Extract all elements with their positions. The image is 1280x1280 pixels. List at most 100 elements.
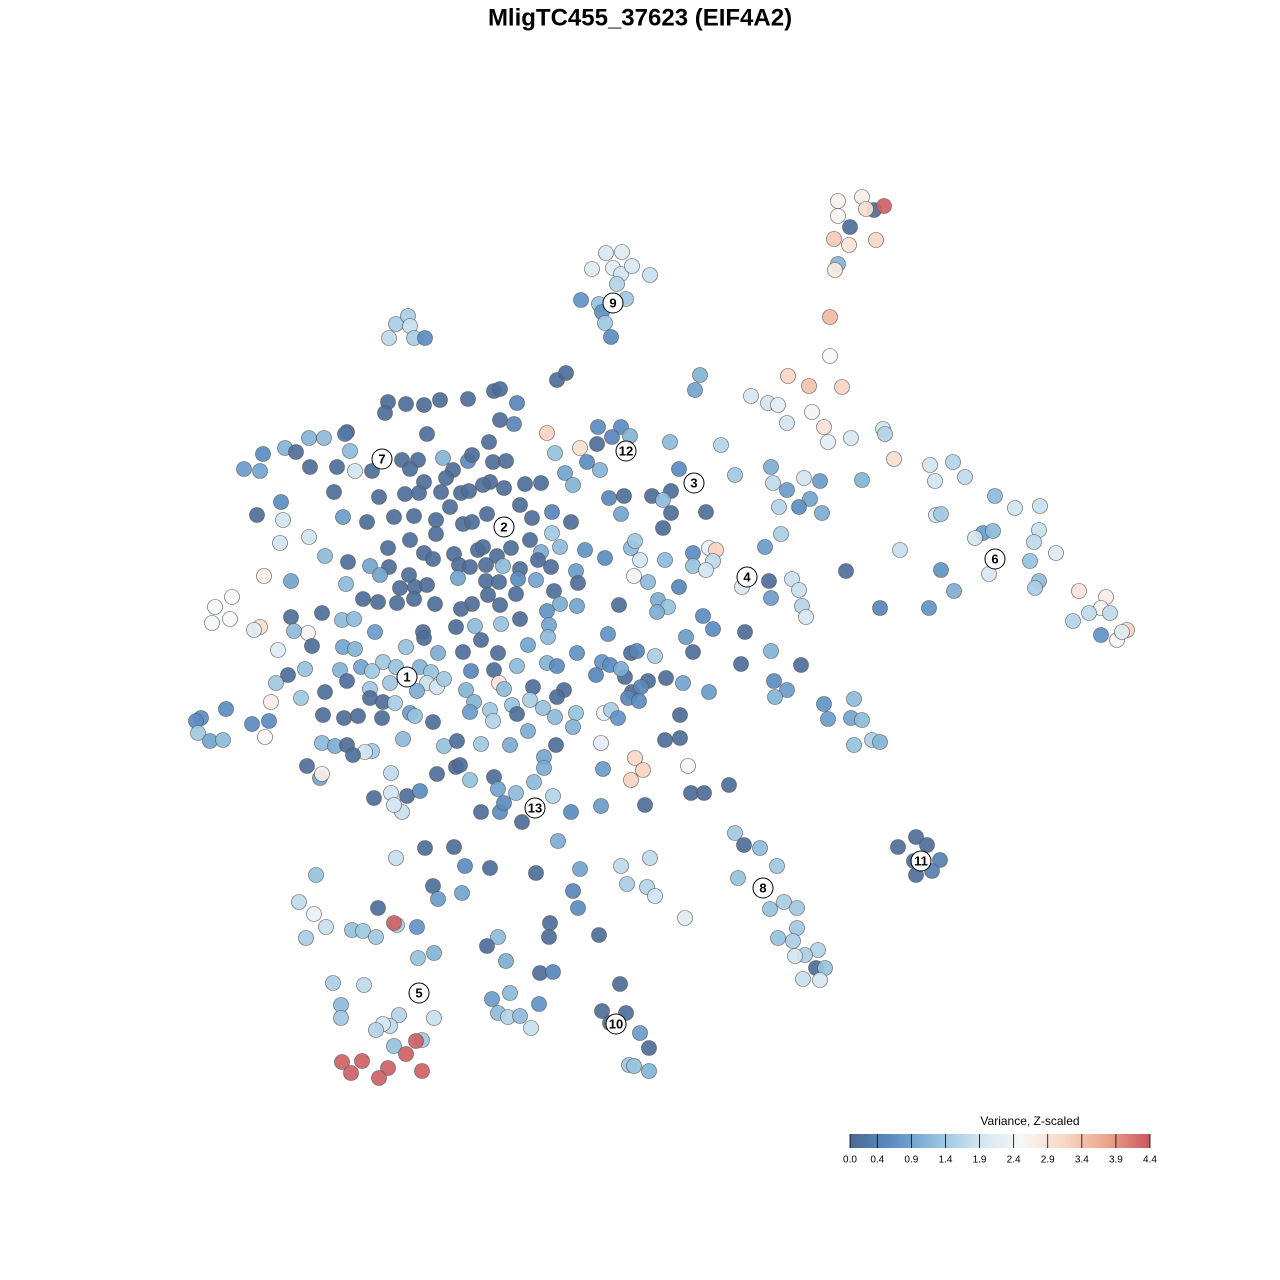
point xyxy=(584,261,600,277)
point xyxy=(765,475,781,491)
point xyxy=(426,1010,442,1026)
point xyxy=(261,713,277,729)
point xyxy=(429,766,445,782)
point xyxy=(455,644,471,660)
point xyxy=(647,648,663,664)
cluster-label: 13 xyxy=(528,800,542,815)
point xyxy=(763,590,779,606)
point xyxy=(727,825,743,841)
point xyxy=(485,713,501,729)
cluster-marker xyxy=(493,516,515,538)
point xyxy=(680,758,696,774)
point xyxy=(301,430,317,446)
point xyxy=(288,444,304,460)
point xyxy=(498,953,514,969)
point xyxy=(945,454,961,470)
point xyxy=(302,459,318,475)
point xyxy=(573,292,589,308)
point xyxy=(771,499,787,515)
point xyxy=(336,710,352,726)
point xyxy=(425,551,441,567)
point xyxy=(1093,627,1109,643)
point xyxy=(802,491,818,507)
point xyxy=(547,445,563,461)
colorbar-tick-label: 0.9 xyxy=(904,1155,918,1166)
point xyxy=(531,996,547,1012)
point xyxy=(834,379,850,395)
point xyxy=(733,656,749,672)
point xyxy=(526,774,542,790)
point xyxy=(721,777,737,793)
point xyxy=(761,573,777,589)
point xyxy=(473,736,489,752)
point xyxy=(678,629,694,645)
point xyxy=(462,559,478,575)
point xyxy=(1032,498,1048,514)
point xyxy=(478,557,494,573)
point xyxy=(763,459,779,475)
point xyxy=(626,568,642,584)
point xyxy=(524,510,540,526)
point xyxy=(366,790,382,806)
point xyxy=(675,675,691,691)
point xyxy=(546,583,562,599)
point xyxy=(663,505,679,521)
point xyxy=(452,757,468,773)
point xyxy=(329,459,345,475)
point xyxy=(520,637,536,653)
cluster-label: 2 xyxy=(500,519,507,534)
point xyxy=(613,506,629,522)
point xyxy=(380,540,396,556)
point xyxy=(695,608,711,624)
point xyxy=(757,539,773,555)
point xyxy=(484,991,500,1007)
point xyxy=(640,574,656,590)
point xyxy=(388,850,404,866)
point xyxy=(473,632,489,648)
point xyxy=(306,906,322,922)
point xyxy=(372,567,388,583)
point xyxy=(1081,605,1097,621)
point xyxy=(565,719,581,735)
point xyxy=(337,426,353,442)
point xyxy=(492,412,508,428)
point xyxy=(557,465,573,481)
point xyxy=(779,482,795,498)
point xyxy=(362,690,378,706)
point xyxy=(342,443,358,459)
point xyxy=(359,514,375,530)
point xyxy=(609,276,625,292)
point xyxy=(395,731,411,747)
point xyxy=(460,391,476,407)
point xyxy=(283,573,299,589)
point xyxy=(419,426,435,442)
point xyxy=(826,231,842,247)
point xyxy=(595,761,611,777)
point xyxy=(249,507,265,523)
point xyxy=(318,919,334,935)
point xyxy=(417,840,433,856)
point xyxy=(450,570,466,586)
point xyxy=(613,661,629,677)
point xyxy=(671,579,687,595)
point xyxy=(347,463,363,479)
point xyxy=(616,488,632,504)
point xyxy=(495,558,511,574)
point xyxy=(838,563,854,579)
point xyxy=(713,437,729,453)
point xyxy=(592,462,608,478)
point xyxy=(308,867,324,883)
point xyxy=(544,504,560,520)
point xyxy=(611,597,627,613)
point xyxy=(256,568,272,584)
colorbar-tick-label: 1.4 xyxy=(939,1155,953,1166)
point xyxy=(987,488,1003,504)
point xyxy=(687,382,703,398)
point xyxy=(398,396,414,412)
point xyxy=(246,622,262,638)
point xyxy=(398,639,414,655)
point xyxy=(569,645,585,661)
point xyxy=(425,714,441,730)
point xyxy=(698,504,714,520)
